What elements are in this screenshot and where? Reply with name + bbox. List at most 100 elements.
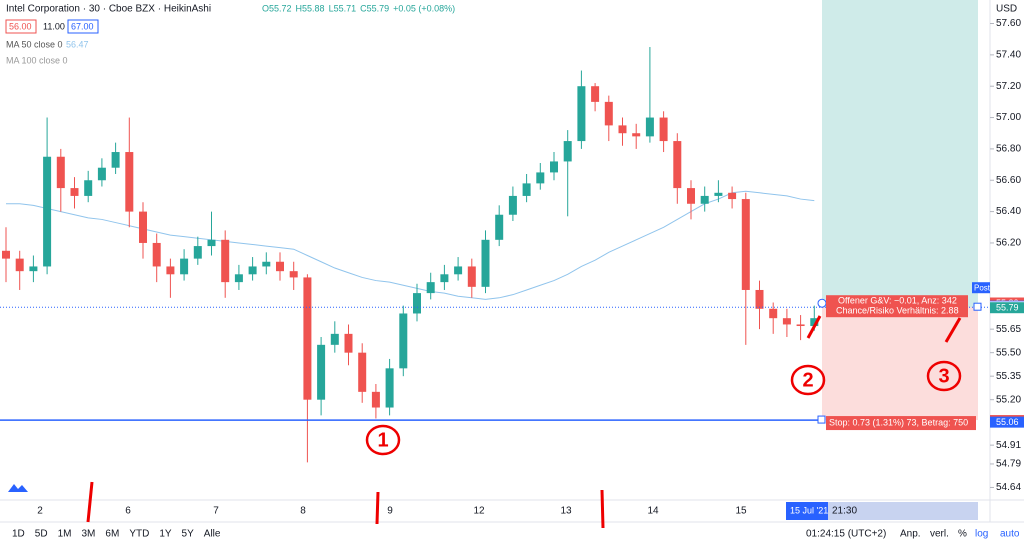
candle-body bbox=[84, 180, 93, 196]
ohlc-value: C55.79 bbox=[360, 3, 389, 13]
x-tick-label: 6 bbox=[125, 506, 131, 517]
cursor-date-box bbox=[786, 502, 828, 520]
post-tag bbox=[972, 282, 990, 294]
annotation-stroke bbox=[375, 491, 380, 525]
range-button[interactable]: 1M bbox=[58, 529, 72, 540]
annotation-circle bbox=[790, 364, 826, 396]
cursor-range bbox=[786, 502, 978, 520]
range-button[interactable]: 1Y bbox=[159, 529, 172, 540]
candle-body bbox=[632, 133, 641, 137]
range-button[interactable]: YTD bbox=[129, 529, 149, 540]
price-tag bbox=[990, 416, 1024, 428]
range-button[interactable]: 3M bbox=[82, 529, 96, 540]
candle-body bbox=[125, 152, 134, 212]
range-button[interactable]: 5Y bbox=[182, 529, 195, 540]
price-tag bbox=[990, 302, 1024, 314]
x-tick-label: 9 bbox=[387, 506, 393, 517]
price-tag-label: 55.79 bbox=[996, 303, 1019, 313]
y-tick-label: 56.60 bbox=[996, 175, 1021, 186]
candle-body bbox=[385, 368, 394, 408]
pnl-label: Offener G&V: −0.01, Anz: 342 bbox=[838, 296, 957, 306]
annotation-stroke bbox=[806, 315, 822, 339]
y-tick-label: 56.80 bbox=[996, 144, 1021, 155]
candle-body bbox=[522, 183, 531, 196]
y-tick-label: 55.65 bbox=[996, 324, 1021, 335]
candle-body bbox=[714, 192, 723, 196]
x-tick-label: 7 bbox=[213, 506, 219, 517]
currency[interactable]: USD bbox=[996, 4, 1017, 15]
handle[interactable] bbox=[973, 302, 982, 311]
order-box[interactable] bbox=[39, 19, 67, 34]
x-tick-label: 14 bbox=[647, 506, 659, 517]
annotation-circle bbox=[926, 360, 962, 392]
scale-option[interactable]: Anp. bbox=[900, 529, 921, 540]
handle[interactable] bbox=[817, 298, 827, 308]
order-box[interactable] bbox=[5, 19, 37, 34]
candle-body bbox=[276, 261, 284, 272]
candle-body bbox=[426, 282, 435, 294]
candle-body bbox=[769, 308, 778, 319]
annotation-stroke bbox=[944, 317, 962, 343]
y-tick-label: 54.79 bbox=[996, 459, 1021, 470]
candle-body bbox=[440, 274, 449, 283]
stop-box bbox=[826, 416, 976, 431]
candle-body bbox=[700, 195, 709, 204]
x-tick-label: 2 bbox=[37, 506, 43, 517]
logo bbox=[8, 484, 28, 492]
candle-body bbox=[180, 258, 189, 275]
candle-body bbox=[152, 242, 161, 267]
candle-body bbox=[536, 172, 545, 184]
order-box-label[interactable]: 56.00 bbox=[9, 21, 32, 31]
annotation: 2 bbox=[802, 369, 813, 391]
y-tick-label: 56.20 bbox=[996, 238, 1021, 249]
candle-body bbox=[673, 141, 682, 189]
candle-body bbox=[454, 266, 463, 275]
x-tick-label: 12 bbox=[473, 506, 485, 517]
order-box[interactable] bbox=[67, 19, 99, 34]
candle-body bbox=[289, 271, 298, 278]
candle-body bbox=[563, 141, 572, 162]
candle-body bbox=[810, 318, 819, 327]
range-button[interactable]: 1D bbox=[12, 529, 25, 540]
candle-body bbox=[782, 318, 791, 325]
candle-body bbox=[303, 277, 312, 400]
y-tick-label: 54.64 bbox=[996, 482, 1021, 493]
indicator-label: MA 100 close 0 bbox=[6, 55, 68, 65]
x-tick-label: 13 bbox=[560, 506, 572, 517]
range-button[interactable]: 5D bbox=[35, 529, 48, 540]
candle-body bbox=[728, 192, 737, 200]
order-box-label[interactable]: 67.00 bbox=[71, 21, 94, 31]
indicator-value: 56.47 bbox=[66, 39, 89, 49]
range-button[interactable]: Alle bbox=[204, 529, 221, 540]
order-box-label[interactable]: 11.00 bbox=[43, 21, 65, 31]
y-tick-label: 54.91 bbox=[996, 440, 1021, 451]
ratio-label: Chance/Risiko Verhältnis: 2.88 bbox=[836, 306, 959, 316]
x-tick-label: 8 bbox=[300, 506, 306, 517]
candle-body bbox=[371, 391, 380, 408]
handle[interactable] bbox=[817, 415, 826, 424]
target-zone bbox=[822, 0, 978, 308]
candle-body bbox=[56, 156, 65, 189]
x-tick-label: 15 bbox=[735, 506, 747, 517]
candle-body bbox=[70, 188, 79, 196]
annotation: 1 bbox=[377, 429, 388, 451]
scale-option[interactable]: % bbox=[958, 529, 967, 540]
candle-body bbox=[29, 266, 38, 272]
symbol: Intel Corporation · 30 · Cboe BZX · Heik… bbox=[6, 4, 211, 15]
candle-body bbox=[111, 152, 120, 168]
clock: 01:24:15 (UTC+2) bbox=[806, 529, 886, 540]
scale-option[interactable]: auto bbox=[1000, 529, 1020, 540]
candle-body bbox=[97, 167, 106, 181]
price-tag-label: 55.06 bbox=[996, 417, 1019, 427]
candle-body bbox=[43, 156, 52, 267]
indicator-label: MA 50 close 0 bbox=[6, 39, 63, 49]
y-tick-label: 55.20 bbox=[996, 394, 1021, 405]
range-button[interactable]: 6M bbox=[105, 529, 119, 540]
scale-option[interactable]: log bbox=[975, 529, 988, 540]
y-tick-label: 57.20 bbox=[996, 81, 1021, 92]
candle-body bbox=[796, 324, 805, 327]
scale-option[interactable]: verl. bbox=[930, 529, 949, 540]
candle-body bbox=[193, 246, 202, 259]
